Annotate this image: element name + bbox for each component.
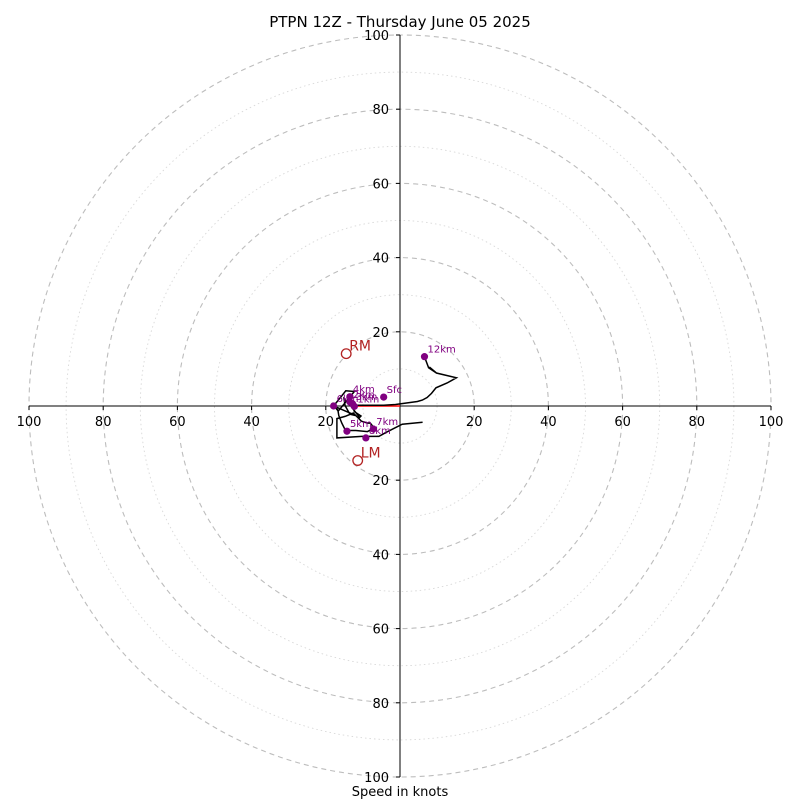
height-marker-3km: [348, 400, 357, 408]
height-marker-5km: [343, 427, 351, 435]
height-marker-4km: [346, 393, 354, 401]
storm-motion-label-RM: RM: [349, 339, 371, 355]
tick-label-down-40: 40: [372, 548, 389, 563]
height-label-5km: 5km: [350, 419, 372, 430]
height-label-1km: 1km: [357, 394, 379, 405]
tick-label-down-100: 100: [364, 771, 389, 786]
height-label-3km: 3km: [356, 392, 378, 403]
height-label-Sfc: Sfc: [387, 385, 402, 396]
tick-label-left-80: 80: [95, 415, 112, 430]
height-label-4km: 4km: [353, 385, 375, 396]
tick-label-left-20: 20: [318, 415, 335, 430]
chart-title: PTPN 12Z - Thursday June 05 2025: [269, 13, 531, 31]
axis-tick-labels: 20 40 60 80 100 20 40 60 80 100 20 40 60 80 100 20 40 60 8…: [17, 29, 784, 786]
tick-label-down-60: 60: [372, 623, 389, 638]
x-axis-label: Speed in knots: [352, 785, 449, 800]
storm-motion-label-LM: LM: [361, 446, 381, 462]
tick-label-right-100: 100: [759, 415, 784, 430]
tick-label-up-100: 100: [364, 29, 389, 44]
tick-label-right-40: 40: [540, 415, 557, 430]
storm-motion-marker-RM: [340, 348, 352, 360]
height-label-7km: 7km: [376, 417, 398, 428]
tick-label-up-80: 80: [372, 103, 389, 118]
height-label-6km: 6km: [337, 394, 359, 405]
tick-label-right-80: 80: [689, 415, 706, 430]
tick-label-right-60: 60: [614, 415, 631, 430]
tick-label-left-40: 40: [243, 415, 260, 430]
height-marker-Sfc: [380, 393, 388, 401]
tick-label-up-60: 60: [372, 177, 389, 192]
tick-label-right-20: 20: [466, 415, 483, 430]
height-marker-6km: [329, 402, 338, 410]
height-marker-7km: [369, 425, 377, 433]
height-label-2km: 2km: [353, 390, 375, 401]
height-label-12km: 12km: [427, 345, 455, 356]
tick-label-up-20: 20: [372, 326, 389, 341]
height-label-8km: 8km: [369, 426, 391, 437]
hodograph-trace: [331, 356, 459, 439]
tick-label-down-80: 80: [372, 697, 389, 712]
tick-label-left-60: 60: [169, 415, 186, 430]
height-marker-8km: [362, 434, 370, 442]
tick-label-up-40: 40: [372, 252, 389, 267]
hodograph-line: [331, 356, 459, 439]
tick-label-down-20: 20: [372, 474, 389, 489]
storm-motion-markers: RM LM: [340, 339, 381, 466]
storm-motion-marker-LM: [352, 455, 364, 466]
height-marker-12km: [420, 353, 429, 361]
tick-label-left-100: 100: [17, 415, 42, 430]
